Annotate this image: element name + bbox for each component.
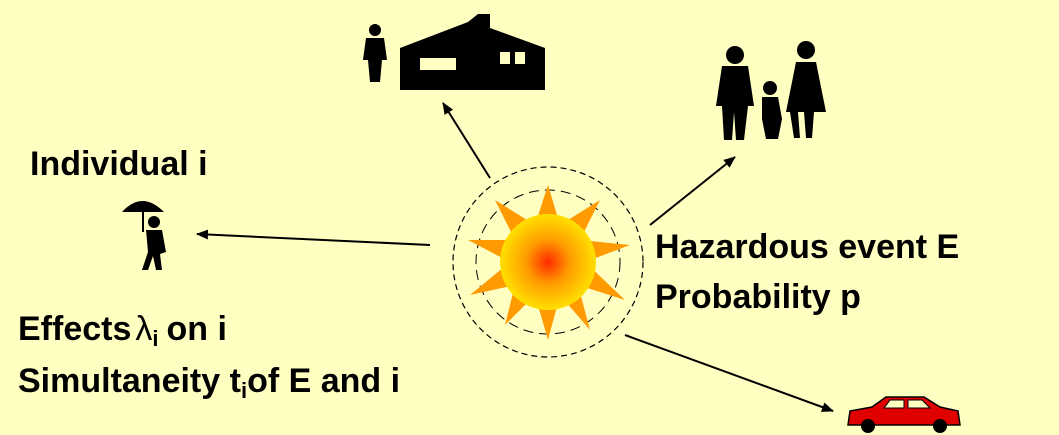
probability-label: Probability p [655,278,861,316]
effects-subscript: i [152,326,158,351]
diagram: Individual i Hazardous event E Probabili… [0,0,1059,435]
simultaneity-rest: of E and i [247,362,400,400]
effects-text: Effects [18,310,131,348]
simultaneity-text: Simultaneity t [18,362,241,400]
simultaneity-label: Simultaneity tiof E and i [18,362,400,403]
page: {"labels": { "individual": "Individual i… [0,0,1059,435]
effects-rest: on i [167,310,227,348]
effects-symbol: λ [135,310,152,348]
individual-label: Individual i [30,145,208,183]
event-label: Hazardous event E [655,228,959,266]
